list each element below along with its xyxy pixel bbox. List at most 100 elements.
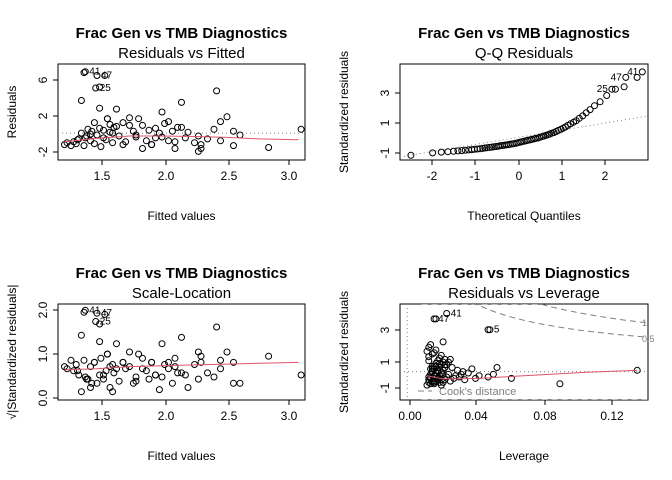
data-point (101, 72, 109, 79)
smoother-line (426, 369, 638, 380)
data-point (441, 355, 449, 363)
labeled-point (93, 72, 101, 79)
smoother-line (64, 135, 299, 143)
x-tick-label: 2.0 (158, 409, 175, 423)
panel-subtitle: Scale-Location (132, 285, 231, 302)
y-tick-label: 0.0 (36, 389, 50, 406)
contour-label-0-5: 0.5 (642, 334, 655, 344)
data-point (139, 145, 146, 152)
labeled-point (608, 85, 616, 93)
x-tick-label: 3.0 (281, 409, 298, 423)
point-label: 25 (100, 317, 112, 328)
data-point (434, 368, 442, 376)
data-point (72, 361, 80, 368)
data-point (178, 333, 185, 341)
data-point (427, 374, 435, 382)
y-tick-label: -2 (36, 146, 50, 157)
data-point (178, 123, 185, 131)
data-point (213, 87, 221, 95)
data-point (168, 127, 176, 135)
y-tick-label: 2.0 (36, 301, 50, 318)
panel-title: Frac Gen vs TMB Diagnostics (76, 25, 288, 42)
data-point (230, 127, 237, 135)
data-point (210, 125, 218, 133)
data-point (148, 358, 156, 366)
data-point (145, 375, 153, 383)
data-point (109, 139, 117, 147)
data-point (454, 147, 462, 155)
point-label: 5 (494, 325, 500, 336)
data-point (113, 365, 120, 373)
x-tick-label: 0.08 (533, 409, 557, 423)
y-axis-label: √|Standardized residuals| (5, 285, 19, 420)
data-point (77, 129, 85, 137)
data-point (265, 144, 273, 151)
data-point (119, 358, 127, 366)
data-point (197, 352, 205, 360)
data-point (115, 377, 123, 385)
data-point (223, 348, 231, 356)
data-point (596, 98, 604, 106)
data-point (100, 371, 107, 379)
y-tick-label: 3 (378, 326, 392, 333)
data-point (445, 370, 452, 378)
data-point (158, 373, 166, 381)
data-point (132, 133, 140, 141)
labeled-point (81, 306, 89, 314)
data-point (603, 92, 611, 99)
y-tick-label: 3 (378, 89, 392, 96)
data-point (132, 377, 140, 385)
data-point (165, 137, 172, 145)
data-point (178, 369, 185, 377)
x-tick-label: 0.12 (600, 409, 624, 423)
data-point (174, 369, 182, 377)
y-tick-label: 6 (36, 76, 50, 83)
panel-subtitle: Q-Q Residuals (475, 45, 573, 62)
data-point (181, 371, 189, 379)
data-point (178, 98, 185, 106)
data-point (126, 348, 133, 356)
qq-reference-line (399, 115, 649, 158)
data-point (473, 145, 481, 153)
labeled-point (486, 326, 494, 334)
data-point (74, 367, 81, 375)
data-point (448, 364, 456, 371)
cooks-contour-0-5 (421, 304, 648, 338)
x-tick-label: 0.00 (398, 409, 422, 423)
data-point (155, 386, 163, 394)
data-point (97, 143, 105, 151)
data-point (135, 350, 143, 358)
x-axis-label: Fitted values (147, 449, 215, 463)
data-point (152, 371, 159, 379)
y-tick-label: 1.0 (36, 345, 50, 362)
data-point (194, 375, 202, 383)
data-point (90, 119, 98, 127)
x-tick-label: 0.04 (464, 409, 488, 423)
data-point (427, 341, 435, 349)
data-point (139, 365, 146, 373)
data-point (430, 378, 438, 386)
x-axis-label: Fitted values (147, 209, 215, 223)
data-point (407, 151, 415, 159)
point-label: 25 (597, 84, 609, 95)
data-point (80, 142, 88, 150)
diagnostic-panel-2: Frac Gen vs TMB Diagnostics Q-Q Residuals… (337, 25, 649, 223)
data-point (464, 369, 472, 377)
data-point (93, 379, 101, 387)
data-point (168, 379, 176, 387)
data-point (217, 137, 224, 145)
data-point (132, 373, 140, 381)
data-point (67, 356, 75, 364)
data-point (493, 364, 501, 371)
y-tick-label: -1 (378, 382, 392, 393)
data-point (217, 365, 224, 373)
data-point (171, 363, 179, 371)
data-point (97, 354, 105, 362)
point-label: 25 (100, 83, 112, 94)
plot-frame (399, 63, 649, 161)
data-point (425, 357, 433, 365)
data-point (80, 356, 88, 364)
x-axis-label: Leverage (499, 449, 549, 463)
diagnostic-panel-4: Frac Gen vs TMB Diagnostics Residuals vs … (337, 265, 655, 463)
data-point (458, 147, 466, 155)
